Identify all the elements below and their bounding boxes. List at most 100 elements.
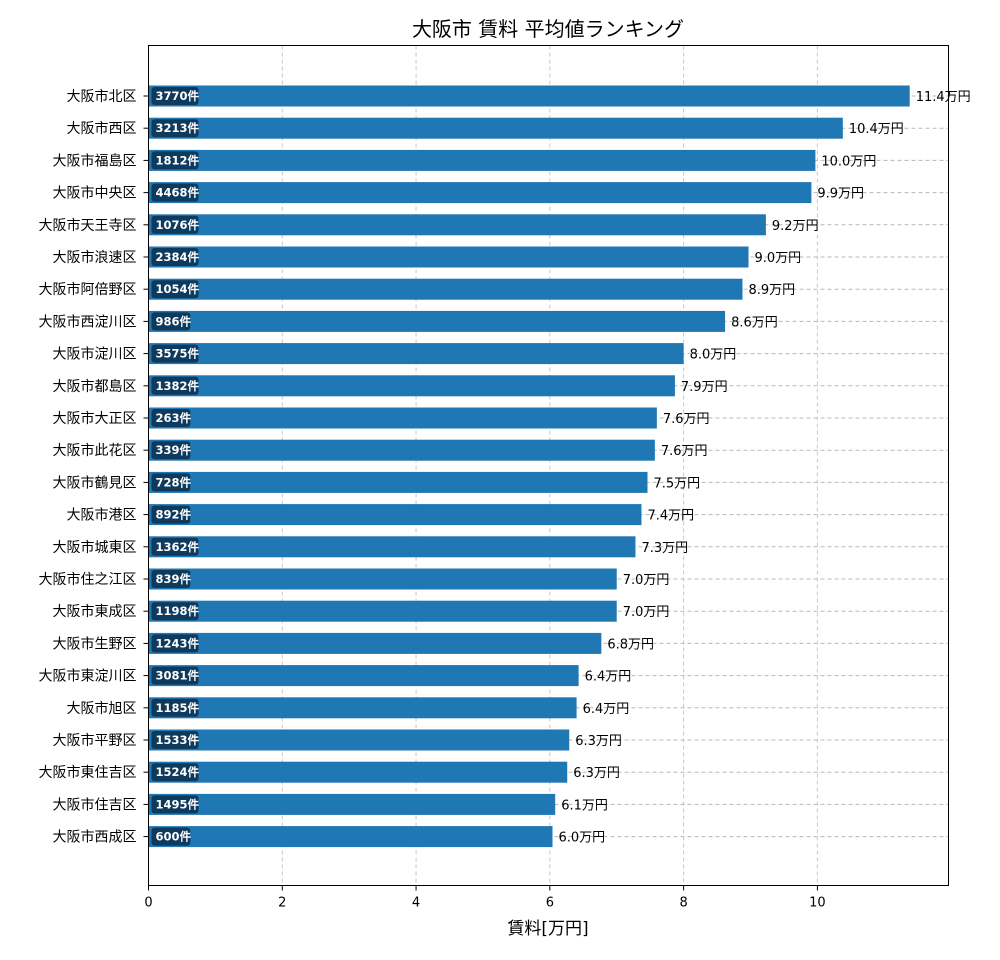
value-label: 7.3万円	[641, 541, 688, 556]
count-badge	[151, 376, 199, 395]
x-axis-ticks: 0 2 4 6 8 10	[144, 885, 826, 911]
bar	[148, 697, 577, 719]
category-label: 大阪市天王寺区	[39, 217, 137, 234]
value-label: 7.6万円	[663, 412, 710, 427]
category-label: 大阪市港区	[67, 507, 137, 524]
value-label: 9.9万円	[817, 187, 864, 202]
y-axis-labels: 大阪市北区大阪市西区大阪市福島区大阪市中央区大阪市天王寺区大阪市浪速区大阪市阿倍…	[39, 88, 149, 846]
bar-series: 3770件 11.4万円 3213件 10.4万円 1812件 10.0万円 4468件 9.…	[148, 85, 971, 848]
count-badge	[151, 763, 199, 782]
category-label: 大阪市浪速区	[53, 249, 137, 266]
bar	[148, 343, 684, 365]
count-badge	[151, 248, 199, 266]
count-badge	[151, 505, 191, 524]
category-label: 大阪市生野区	[53, 635, 137, 652]
plot-frame	[148, 45, 949, 886]
bar	[148, 439, 655, 461]
bar	[148, 407, 657, 429]
count-badge	[151, 344, 199, 363]
category-label: 大阪市東淀川区	[39, 668, 137, 685]
category-label: 大阪市東成区	[53, 603, 137, 620]
x-tick-label: 10	[809, 896, 826, 911]
value-label: 10.4万円	[849, 122, 904, 137]
value-label: 6.3万円	[575, 734, 622, 749]
grid-lines	[148, 45, 949, 886]
value-label: 6.4万円	[585, 670, 632, 685]
bar	[148, 665, 579, 687]
count-label: 1243件	[156, 636, 200, 650]
count-label: 1054件	[156, 282, 200, 296]
value-label: 11.4万円	[916, 90, 971, 105]
count-badge	[151, 537, 199, 556]
value-label: 7.0万円	[623, 573, 670, 588]
x-tick-label: 6	[546, 896, 554, 911]
count-badge	[151, 827, 191, 846]
category-label: 大阪市平野区	[53, 732, 137, 749]
count-badge	[151, 183, 199, 202]
x-tick-label: 4	[412, 896, 420, 911]
bar	[148, 117, 843, 139]
count-badge	[151, 634, 199, 653]
value-label: 6.4万円	[583, 702, 630, 717]
category-label: 大阪市鶴見区	[53, 474, 137, 491]
count-badge	[151, 698, 199, 717]
value-label: 6.3万円	[573, 766, 620, 781]
x-tick-label: 0	[144, 896, 152, 911]
count-badge	[151, 795, 199, 814]
category-label: 大阪市西区	[67, 120, 137, 137]
count-badge	[151, 473, 191, 492]
bar	[148, 729, 570, 751]
category-label: 大阪市此花区	[53, 442, 137, 459]
count-label: 1198件	[156, 604, 200, 618]
category-label: 大阪市西淀川区	[39, 313, 137, 330]
value-label: 8.0万円	[690, 348, 737, 363]
bar	[148, 632, 602, 654]
count-label: 600件	[156, 830, 192, 844]
count-label: 1076件	[156, 218, 200, 232]
value-label: 8.9万円	[748, 283, 795, 298]
count-label: 1533件	[156, 733, 200, 747]
count-label: 1362件	[156, 540, 200, 554]
category-label: 大阪市都島区	[53, 378, 137, 395]
count-label: 3575件	[156, 347, 200, 361]
value-label: 7.9万円	[681, 380, 728, 395]
bar	[148, 310, 726, 332]
count-badge	[151, 409, 191, 427]
category-label: 大阪市大正区	[53, 410, 137, 427]
count-badge	[151, 731, 199, 749]
category-label: 大阪市住之江区	[39, 571, 137, 588]
bar	[148, 375, 675, 397]
bar	[148, 214, 766, 236]
bar	[148, 149, 816, 171]
value-label: 6.1万円	[561, 798, 608, 813]
count-badge	[151, 119, 199, 138]
value-label: 7.5万円	[653, 476, 700, 491]
value-label: 10.0万円	[821, 154, 876, 169]
count-label: 263件	[156, 411, 192, 425]
count-label: 1812件	[156, 153, 200, 167]
count-badge	[151, 602, 199, 621]
category-label: 大阪市住吉区	[53, 796, 137, 813]
count-badge	[151, 151, 199, 170]
value-label: 8.6万円	[731, 315, 778, 330]
value-label: 7.0万円	[623, 605, 670, 620]
bar	[148, 568, 617, 590]
count-label: 1495件	[156, 797, 200, 811]
category-label: 大阪市北区	[67, 88, 137, 105]
category-label: 大阪市中央区	[53, 185, 137, 202]
category-label: 大阪市旭区	[67, 700, 137, 717]
count-label: 839件	[156, 572, 192, 586]
category-label: 大阪市城東区	[53, 539, 137, 556]
bar	[148, 600, 617, 622]
category-label: 大阪市阿倍野区	[39, 281, 137, 298]
bar	[148, 471, 648, 493]
count-label: 1382件	[156, 379, 200, 393]
count-label: 339件	[156, 443, 192, 457]
value-label: 9.0万円	[755, 251, 802, 266]
count-badge	[151, 280, 199, 299]
value-label: 6.8万円	[607, 637, 654, 652]
chart-title: 大阪市 賃料 平均値ランキング	[412, 17, 684, 41]
count-label: 3081件	[156, 669, 200, 683]
value-label: 9.2万円	[772, 219, 819, 234]
